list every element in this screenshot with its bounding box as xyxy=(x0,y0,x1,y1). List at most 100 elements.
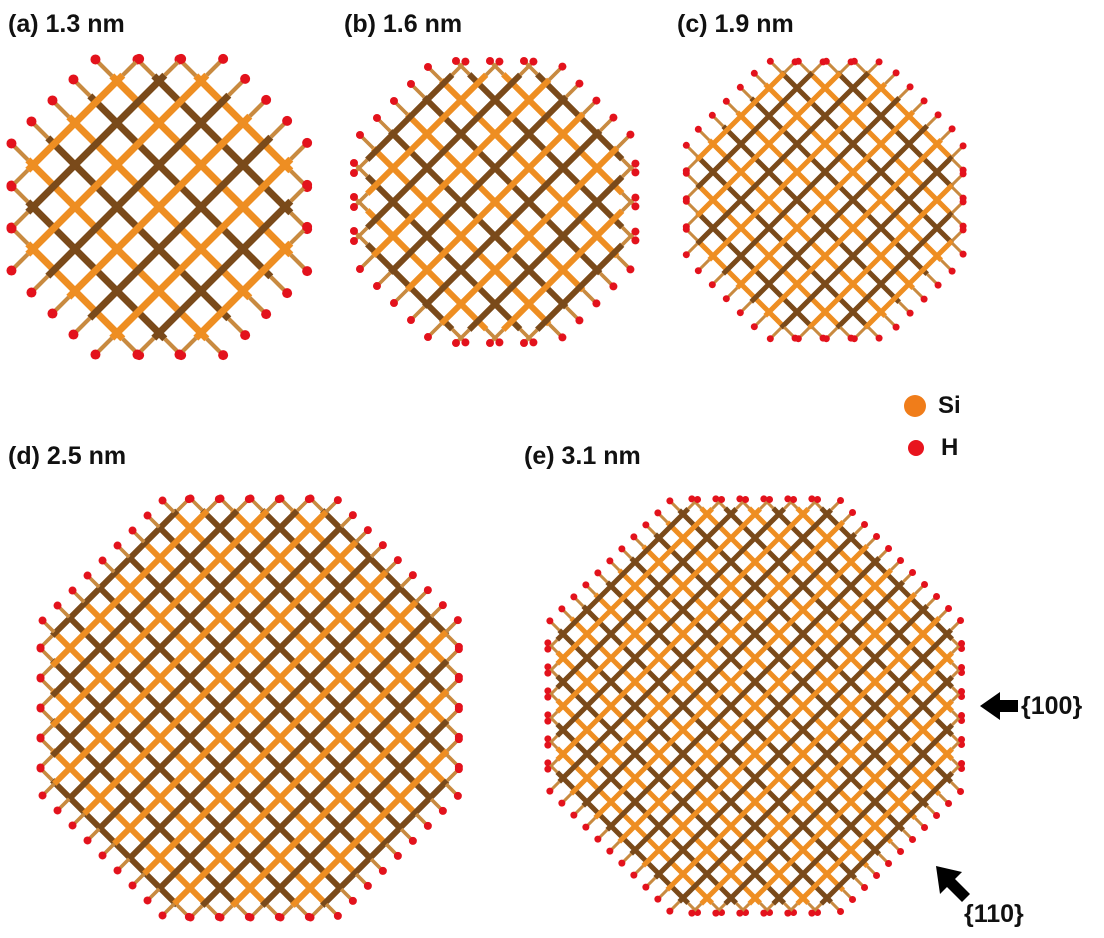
h-atom xyxy=(736,309,744,317)
h-atom xyxy=(934,111,942,119)
h-atom xyxy=(666,497,674,505)
h-atom xyxy=(959,142,967,150)
h-atom xyxy=(240,330,251,341)
si-bond xyxy=(388,94,569,275)
h-atom xyxy=(355,265,364,274)
h-atom xyxy=(544,663,552,671)
h-atom xyxy=(485,339,494,348)
h-atom xyxy=(885,860,893,868)
h-atom xyxy=(282,115,293,126)
h-atom xyxy=(958,759,966,767)
h-atom xyxy=(68,586,77,595)
arrow-left-icon xyxy=(980,692,1018,720)
h-atom xyxy=(722,97,730,105)
si-bond xyxy=(112,569,389,846)
si-bond xyxy=(50,508,210,668)
h-atom xyxy=(861,884,869,892)
h-atom xyxy=(794,335,802,343)
si-bond xyxy=(695,71,786,162)
h-atom xyxy=(423,62,432,71)
si-bond xyxy=(695,71,870,246)
si-bond xyxy=(735,110,915,290)
h-atom xyxy=(349,169,358,178)
h-atom xyxy=(372,282,381,291)
h-atom xyxy=(606,847,614,855)
si-bond xyxy=(172,629,449,906)
h-atom xyxy=(570,593,578,601)
h-atom xyxy=(113,866,122,875)
h-atom xyxy=(454,705,463,714)
h-atom xyxy=(302,137,313,148)
h-atom xyxy=(544,765,552,773)
h-atom xyxy=(304,495,313,504)
si-bond xyxy=(127,584,404,861)
h-atom xyxy=(453,616,462,625)
h-atom xyxy=(631,227,640,236)
h-atom xyxy=(302,221,313,232)
h-atom xyxy=(174,349,185,360)
si-bond xyxy=(795,747,954,906)
h-atom xyxy=(438,806,447,815)
h-atom xyxy=(53,601,62,610)
h-atom xyxy=(128,526,137,535)
h-atom xyxy=(609,113,618,122)
h-atom xyxy=(246,913,255,922)
si-bond xyxy=(25,72,168,215)
h-atom xyxy=(897,848,905,856)
si-bond xyxy=(25,72,126,173)
h-atom xyxy=(575,79,584,88)
h-atom xyxy=(959,170,967,178)
h-atom xyxy=(897,556,905,564)
si-bond xyxy=(677,628,953,904)
h-atom xyxy=(372,113,381,122)
si-bond xyxy=(67,524,344,801)
h-atom xyxy=(631,202,640,211)
h-atom xyxy=(454,675,463,684)
h-atom xyxy=(766,495,774,503)
h-atom xyxy=(349,237,358,246)
h-atom xyxy=(847,58,855,66)
h-atom xyxy=(920,97,928,105)
h-atom xyxy=(642,521,650,529)
h-atom xyxy=(186,913,195,922)
si-bond xyxy=(365,72,489,196)
h-atom xyxy=(544,693,552,701)
lattice xyxy=(682,57,967,343)
facet-label-100: {100} xyxy=(1021,692,1083,720)
h-atom xyxy=(570,811,578,819)
h-atom xyxy=(143,511,152,520)
si-bond xyxy=(365,72,523,230)
h-atom xyxy=(837,496,845,504)
si-bond xyxy=(569,520,845,796)
si-bond xyxy=(371,77,552,258)
h-atom xyxy=(875,334,883,342)
si-bond xyxy=(200,658,450,908)
h-atom xyxy=(348,896,357,905)
si-bond xyxy=(863,239,954,330)
si-bond xyxy=(501,208,625,332)
h-atom xyxy=(68,74,79,85)
h-atom xyxy=(389,96,398,105)
h-atom xyxy=(592,299,601,308)
h-atom xyxy=(631,193,640,202)
h-atom xyxy=(218,53,229,64)
h-atom xyxy=(873,532,881,540)
h-atom xyxy=(958,663,966,671)
h-atom xyxy=(90,349,101,360)
si-bond xyxy=(50,508,240,698)
h-atom xyxy=(736,495,744,503)
h-atom xyxy=(378,541,387,550)
h-atom xyxy=(909,836,917,844)
h-atom xyxy=(873,872,881,880)
si-bond xyxy=(779,155,954,330)
h-atom xyxy=(302,266,313,277)
h-atom xyxy=(38,616,47,625)
h-atom xyxy=(36,703,45,712)
h-atom xyxy=(791,58,799,66)
h-atom xyxy=(630,533,638,541)
h-atom xyxy=(958,687,966,695)
h-atom xyxy=(618,545,626,553)
h-atom xyxy=(519,339,528,348)
h-atom xyxy=(333,496,342,505)
h-atom-icon xyxy=(908,440,924,456)
